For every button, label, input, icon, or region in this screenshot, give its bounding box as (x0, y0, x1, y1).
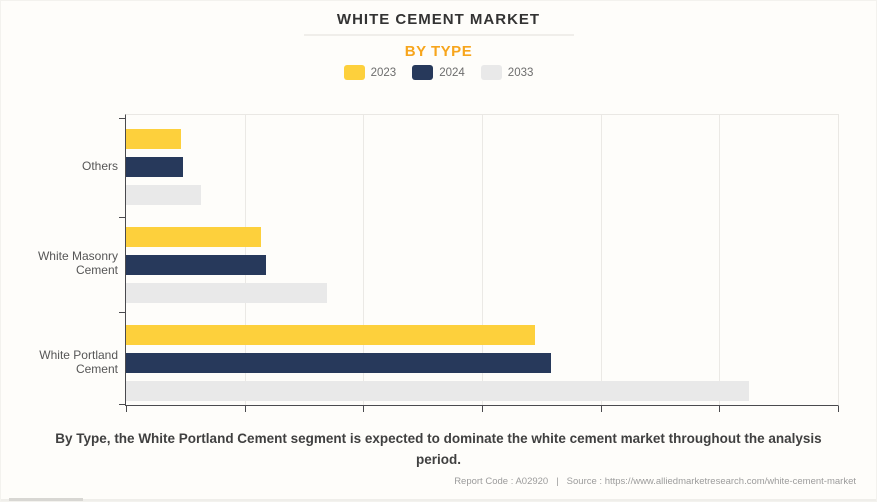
category-label-white-masonry-cement: White Masonry Cement (37, 249, 118, 277)
gridline (363, 115, 365, 405)
x-axis-tick (244, 406, 246, 412)
bar-2023-others (126, 129, 181, 149)
bar-2033-white-masonry-cement (126, 283, 327, 303)
chart-legend: 2023 2024 2033 (1, 65, 876, 80)
bar-2033-others (126, 185, 202, 205)
bottom-scrollbar-thumb[interactable] (9, 498, 83, 501)
legend-label: 2033 (507, 66, 534, 79)
legend-label: 2023 (370, 66, 397, 79)
legend-label: 2024 (439, 66, 465, 79)
category-axis-labels: Others White Masonry Cement White Portland… (1, 114, 118, 406)
bottom-edge-strip (1, 499, 876, 501)
legend-swatch-2024 (412, 65, 434, 80)
plot-area (119, 114, 839, 412)
bar-2023-white-portland-cement (126, 325, 535, 345)
x-axis-tick (126, 406, 127, 412)
x-axis-tick (363, 406, 365, 412)
bar-2024-others (126, 157, 183, 177)
gridline (719, 115, 721, 405)
y-axis-tick (119, 118, 125, 119)
chart-subtitle: BY TYPE (404, 43, 473, 60)
legend-item-2033[interactable]: 2033 (480, 65, 534, 80)
page-title: WHITE CEMENT MARKET (336, 11, 541, 28)
bar-2023-white-masonry-cement (126, 227, 261, 247)
y-axis-tick (119, 312, 125, 313)
report-code-text: Report Code : A02920 (454, 476, 549, 487)
x-axis-tick (719, 406, 721, 412)
footer-separator: | (556, 476, 559, 487)
y-axis-tick (119, 404, 125, 405)
x-axis-tick (838, 406, 839, 412)
report-source-line: Report Code : A02920 | Source : https://… (454, 476, 856, 487)
category-label-white-portland-cement: White Portland Cement (39, 348, 118, 376)
bar-2024-white-portland-cement (126, 353, 552, 373)
gridline (600, 115, 602, 405)
bar-2024-white-masonry-cement (126, 255, 266, 275)
legend-item-2023[interactable]: 2023 (343, 65, 397, 80)
title-divider (304, 34, 574, 36)
x-axis-tick (482, 406, 483, 412)
bar-2033-white-portland-cement (126, 381, 749, 401)
y-axis-tick (119, 217, 125, 218)
gridline (482, 115, 483, 405)
x-axis-tick (600, 406, 602, 412)
legend-item-2024[interactable]: 2024 (412, 65, 465, 80)
source-url-text: Source : https://www.alliedmarketresearc… (566, 476, 856, 487)
chart-caption: By Type, the White Portland Cement segme… (55, 431, 822, 467)
category-label-others: Others (81, 159, 118, 173)
legend-swatch-2033 (480, 65, 502, 80)
legend-swatch-2023 (343, 65, 365, 80)
